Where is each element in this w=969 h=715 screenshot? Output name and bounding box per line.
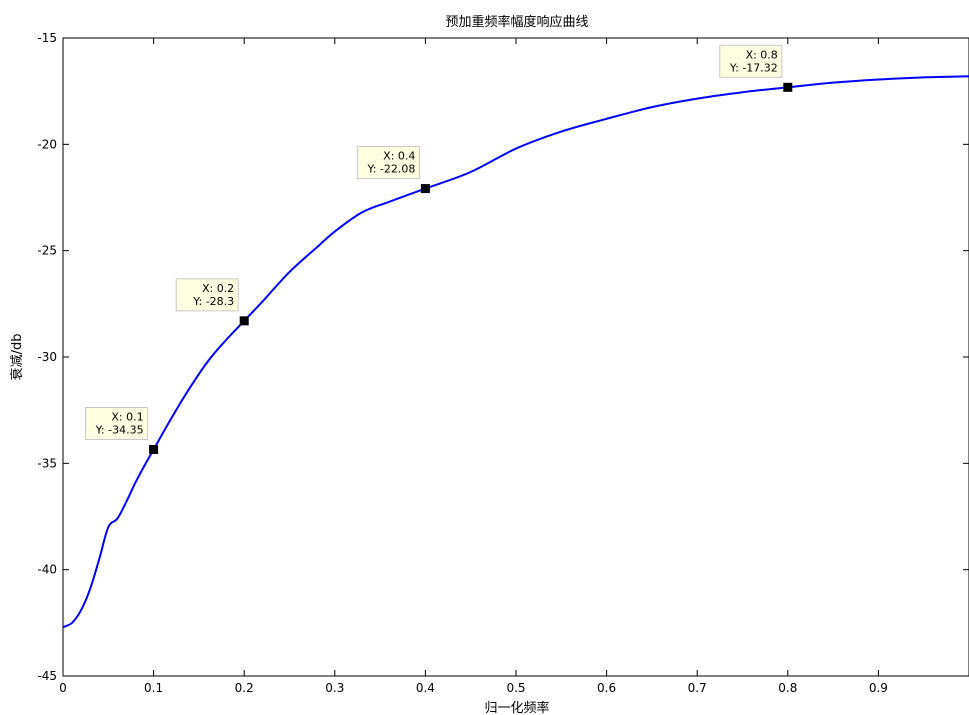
datatip-x-label: X: 0.2: [202, 282, 234, 295]
datatip-y-label: Y: -17.32: [729, 61, 778, 74]
datatip-y-label: Y: -28.3: [192, 295, 234, 308]
datatip-y-label: Y: -34.35: [95, 424, 144, 437]
datatip-marker: [783, 82, 793, 92]
datatip-box: [85, 407, 149, 441]
x-tick-label: 0.7: [688, 681, 707, 695]
x-tick-label: 0.6: [597, 681, 616, 695]
y-tick-label: -20: [37, 137, 57, 151]
datatip-x-label: X: 0.1: [111, 411, 143, 424]
plot-frame: [62, 37, 969, 677]
x-tick-label: 0.3: [325, 681, 344, 695]
y-tick-label: -40: [37, 563, 57, 577]
datatip-box: [175, 278, 239, 312]
datatip-marker: [420, 184, 430, 194]
chart-title: 预加重频率幅度响应曲线: [445, 14, 588, 30]
x-tick-label: 0.8: [778, 681, 797, 695]
y-axis-title: 衰减/db: [9, 334, 25, 381]
x-tick-label: 0.1: [144, 681, 163, 695]
x-tick-label: 0.2: [235, 681, 254, 695]
y-tick-label: -35: [37, 456, 57, 470]
datatip-y-label: Y: -22.08: [366, 163, 415, 176]
x-axis-title: 归一化频率: [484, 700, 549, 715]
datatip-marker: [149, 445, 159, 455]
datatip-box: [719, 44, 783, 78]
y-tick-label: -45: [37, 669, 57, 683]
x-tick-label: 0.5: [506, 681, 525, 695]
series-line: [62, 75, 969, 629]
datatip-box: [356, 146, 420, 180]
x-tick-label: 0: [59, 681, 67, 695]
datatip-marker: [239, 316, 249, 326]
y-tick-label: -25: [37, 244, 57, 258]
plot-area: 0 0.1 0.2 0.3 0.4 0.5 0.6 0.7 0.8 0.9 -45 -40 -35 -30…: [37, 31, 969, 695]
y-tick-label: -15: [37, 31, 57, 45]
x-tick-label: 0.9: [869, 681, 888, 695]
x-tick-label: 0.4: [416, 681, 435, 695]
y-tick-label: -30: [37, 350, 57, 364]
datatip-x-label: X: 0.8: [746, 48, 778, 61]
datatip-x-label: X: 0.4: [383, 150, 415, 163]
